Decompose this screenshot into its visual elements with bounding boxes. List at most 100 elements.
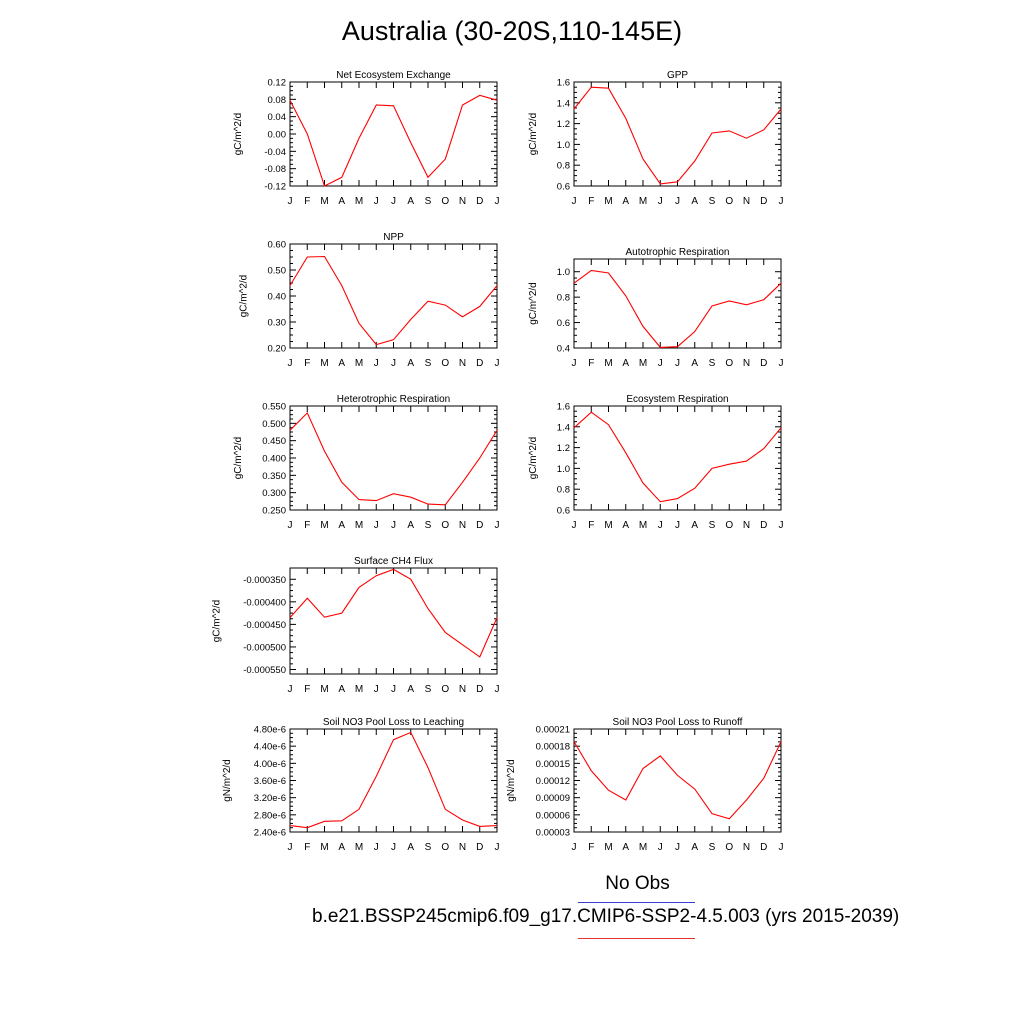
y-tick-label: 1.6 (557, 78, 570, 89)
x-tick-label: A (622, 358, 629, 369)
y-tick-label: 0.20 (268, 344, 287, 355)
x-tick-label: J (288, 684, 293, 695)
y-tick-label: -0.12 (264, 182, 286, 193)
y-tick-label: 0.00015 (536, 759, 570, 770)
x-tick-label: J (495, 520, 500, 531)
x-tick-label: O (441, 196, 449, 207)
y-tick-label: -0.04 (264, 147, 286, 158)
y-tick-label: 4.00e-6 (254, 759, 286, 770)
x-tick-label: J (572, 358, 577, 369)
y-tick-label: 2.80e-6 (254, 810, 286, 821)
y-tick-label: -0.000550 (243, 665, 286, 676)
x-tick-label: J (288, 196, 293, 207)
x-tick-label: M (604, 358, 612, 369)
panel-title: Heterotrophic Respiration (337, 394, 450, 405)
y-tick-label: 3.20e-6 (254, 793, 286, 804)
x-tick-label: J (495, 684, 500, 695)
y-tick-label: -0.000400 (243, 597, 286, 608)
x-tick-label: J (288, 358, 293, 369)
y-tick-label: 1.0 (557, 464, 570, 475)
y-tick-label: 1.0 (557, 267, 570, 278)
x-tick-label: A (691, 842, 698, 853)
x-tick-label: S (709, 358, 716, 369)
x-tick-label: S (425, 196, 432, 207)
x-tick-label: F (304, 520, 310, 531)
x-tick-label: J (675, 520, 680, 531)
y-tick-label: 0.400 (262, 454, 286, 465)
x-tick-label: J (658, 358, 663, 369)
y-tick-label: 0.08 (268, 95, 287, 106)
panel-title: Net Ecosystem Exchange (336, 70, 451, 81)
x-tick-label: N (743, 520, 750, 531)
x-tick-label: M (604, 842, 612, 853)
plot-frame (289, 81, 498, 187)
y-tick-label: 0.00018 (536, 742, 570, 753)
y-tick-label: 0.550 (262, 402, 286, 413)
x-tick-label: J (675, 358, 680, 369)
series-line (573, 269, 782, 348)
x-tick-label: D (760, 196, 767, 207)
y-axis-label: gC/m^2/d (211, 600, 222, 643)
y-tick-label: 0.00009 (536, 793, 570, 804)
x-tick-label: D (760, 358, 767, 369)
x-tick-label: J (779, 842, 784, 853)
y-axis-label: gC/m^2/d (238, 275, 249, 318)
x-tick-label: F (304, 358, 310, 369)
y-tick-label: 0.00021 (536, 725, 570, 736)
series-line (289, 255, 498, 346)
x-tick-label: J (374, 842, 379, 853)
x-tick-label: J (495, 842, 500, 853)
x-tick-label: J (374, 358, 379, 369)
y-axis-label: gC/m^2/d (233, 437, 244, 480)
x-tick-label: J (374, 196, 379, 207)
y-tick-label: -0.08 (264, 164, 286, 175)
panel-title: Autotrophic Respiration (626, 247, 730, 258)
y-tick-label: 0.8 (557, 161, 570, 172)
y-tick-label: 0.00 (268, 130, 287, 141)
series-line (289, 568, 498, 658)
plot-frame (289, 405, 498, 511)
y-tick-label: 0.00003 (536, 828, 570, 839)
x-tick-label: J (391, 520, 396, 531)
y-tick-label: 4.40e-6 (254, 742, 286, 753)
x-tick-label: D (476, 196, 483, 207)
panel-title: Soil NO3 Pool Loss to Leaching (323, 717, 464, 728)
x-tick-label: M (320, 358, 328, 369)
x-tick-label: M (320, 196, 328, 207)
y-axis-label: gC/m^2/d (233, 113, 244, 156)
y-tick-label: 0.500 (262, 419, 286, 430)
x-tick-label: N (743, 358, 750, 369)
y-tick-label: 0.60 (268, 240, 287, 251)
x-tick-label: J (391, 842, 396, 853)
series-line (573, 86, 782, 185)
y-tick-label: 2.40e-6 (254, 828, 286, 839)
x-tick-label: O (725, 842, 733, 853)
x-tick-label: N (459, 684, 466, 695)
x-tick-label: J (391, 684, 396, 695)
x-tick-label: M (320, 520, 328, 531)
panel-title: Soil NO3 Pool Loss to Runoff (613, 717, 743, 728)
x-tick-label: J (779, 358, 784, 369)
x-tick-label: J (779, 196, 784, 207)
x-tick-label: J (288, 842, 293, 853)
x-tick-label: M (639, 842, 647, 853)
x-tick-label: O (725, 520, 733, 531)
x-tick-label: A (407, 842, 414, 853)
y-tick-label: 0.8 (557, 293, 570, 304)
x-tick-label: A (407, 684, 414, 695)
plot-frame (289, 567, 498, 675)
y-tick-label: 0.8 (557, 485, 570, 496)
y-tick-label: 4.80e-6 (254, 725, 286, 736)
y-tick-label: 0.04 (268, 112, 287, 123)
series-line (573, 741, 782, 820)
x-tick-label: M (604, 520, 612, 531)
x-tick-label: S (425, 684, 432, 695)
x-tick-label: D (476, 358, 483, 369)
x-tick-label: J (572, 842, 577, 853)
y-tick-label: 0.50 (268, 266, 287, 277)
x-tick-label: M (355, 520, 363, 531)
y-tick-label: 1.2 (557, 443, 570, 454)
x-tick-label: F (304, 684, 310, 695)
y-tick-label: 1.4 (557, 422, 570, 433)
